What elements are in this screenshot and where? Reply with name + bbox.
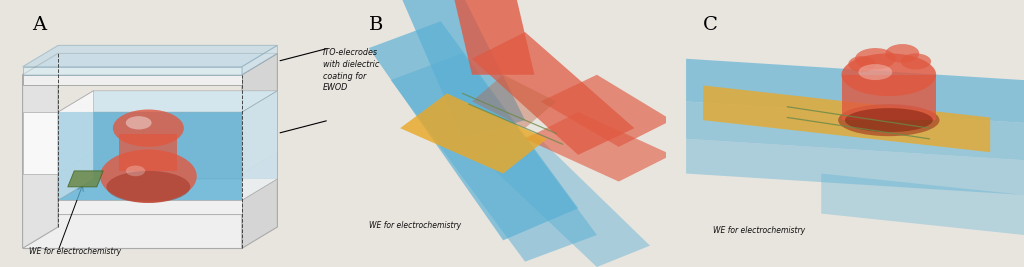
Ellipse shape [838,104,940,136]
Polygon shape [472,32,634,155]
Polygon shape [120,134,177,171]
Polygon shape [93,91,278,179]
Polygon shape [23,112,58,174]
Polygon shape [454,0,535,75]
Text: WE for electrochemistry: WE for electrochemistry [369,221,461,230]
Polygon shape [821,174,1024,235]
Polygon shape [842,75,936,120]
Polygon shape [58,91,278,112]
Ellipse shape [848,56,876,72]
Ellipse shape [842,53,936,96]
Polygon shape [58,112,242,200]
Polygon shape [23,45,278,67]
Polygon shape [242,91,278,200]
Text: C: C [702,16,718,34]
Text: WE for electrochemistry: WE for electrochemistry [713,226,805,235]
Ellipse shape [855,48,896,69]
Polygon shape [23,75,242,85]
Polygon shape [58,112,242,200]
Polygon shape [23,53,278,75]
Polygon shape [472,75,556,128]
Polygon shape [686,59,1024,123]
Polygon shape [686,139,1024,195]
Text: B: B [369,16,383,34]
Text: ITO-elecrodes
with dielectric
coating for
EWOD: ITO-elecrodes with dielectric coating fo… [323,48,379,92]
Ellipse shape [845,108,933,132]
Polygon shape [541,75,672,147]
Ellipse shape [126,166,145,176]
Ellipse shape [106,171,190,203]
Polygon shape [242,45,278,75]
Polygon shape [68,171,103,187]
Ellipse shape [100,150,197,203]
Polygon shape [93,91,278,179]
Ellipse shape [126,116,152,129]
Polygon shape [369,21,579,240]
Polygon shape [242,53,278,248]
Polygon shape [58,200,242,214]
Polygon shape [58,91,93,174]
Polygon shape [23,53,58,248]
Polygon shape [58,179,278,200]
Polygon shape [58,179,278,200]
Polygon shape [23,214,242,248]
Polygon shape [702,85,990,152]
Ellipse shape [113,109,184,147]
Polygon shape [58,91,93,200]
Ellipse shape [886,44,920,63]
Ellipse shape [901,53,931,69]
Text: WE for electrochemistry: WE for electrochemistry [29,247,121,256]
Polygon shape [400,93,547,174]
Polygon shape [686,101,1024,160]
Polygon shape [23,67,242,75]
Polygon shape [525,112,672,182]
Polygon shape [400,0,525,139]
Polygon shape [242,91,278,174]
Ellipse shape [858,64,892,80]
Polygon shape [391,53,597,262]
Polygon shape [478,134,650,267]
Text: A: A [33,16,46,34]
